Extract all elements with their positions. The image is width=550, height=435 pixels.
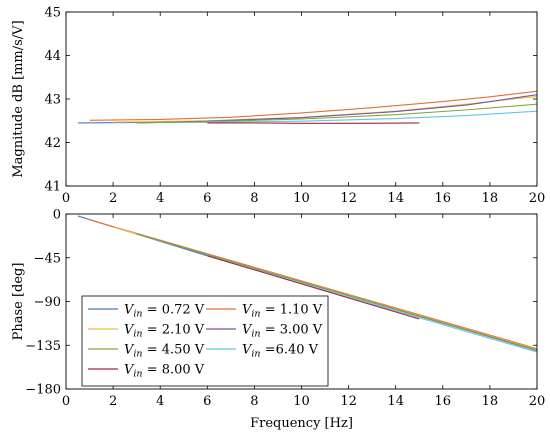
x-tick-label: 12 [340, 191, 357, 206]
series-line-2 [89, 219, 537, 350]
series-group [77, 215, 537, 353]
x-tick-label: 2 [109, 191, 117, 206]
x-tick-label: 8 [250, 394, 258, 409]
x-tick-label: 0 [62, 394, 70, 409]
x-tick-label: 8 [250, 191, 258, 206]
x-axis-title: Frequency [Hz] [250, 416, 353, 431]
y-tick-label: 42 [44, 136, 61, 151]
legend-label: Vin = 2.10 V [124, 323, 205, 340]
series-line-7 [207, 255, 420, 320]
y-tick-label: 44 [44, 49, 61, 64]
y-tick-label: −135 [25, 339, 61, 354]
x-tick-label: 18 [482, 191, 499, 206]
y-tick-label: −90 [34, 295, 61, 310]
x-tick-label: 16 [435, 394, 452, 409]
y-tick-label: 45 [44, 6, 61, 21]
legend-box [81, 295, 329, 387]
legend-label: Vin =6.40 V [242, 343, 319, 360]
x-tick-label: 10 [293, 191, 310, 206]
x-tick-label: 10 [293, 394, 310, 409]
x-tick-label: 12 [340, 394, 357, 409]
x-tick-label: 20 [529, 394, 546, 409]
phase-panel: 0 2 4 6 8 10 12 14 16 18 20 0 −45 −90 −135 −180 Phase [d… [11, 208, 545, 432]
x-tick-label: 4 [156, 191, 164, 206]
x-tick-label: 18 [482, 394, 499, 409]
series-line-5 [136, 103, 537, 124]
y-tick-label: −180 [25, 383, 61, 398]
x-tick-label: 20 [529, 191, 546, 206]
x-tick-label: 14 [387, 191, 404, 206]
x-tick-label: 4 [156, 394, 164, 409]
legend-label: Vin = 4.50 V [124, 343, 205, 360]
legend-label: Vin = 8.00 V [124, 363, 205, 380]
y-axis-title: Magnitude dB [mm/s/V] [11, 20, 26, 177]
y-tick-label: 41 [44, 180, 61, 195]
x-tick-label: 6 [203, 394, 211, 409]
legend-label: Vin = 0.72 V [124, 303, 205, 320]
y-axis-title: Phase [deg] [11, 263, 26, 341]
x-tick-label: 16 [435, 191, 452, 206]
series-line-5 [136, 233, 537, 351]
series-group [77, 90, 537, 124]
x-tick-label: 6 [203, 191, 211, 206]
x-tick-label: 14 [387, 394, 404, 409]
legend: Vin = 0.72 V Vin = 1.10 V Vin = 2.10 V Vin … [81, 295, 329, 387]
magnitude-panel: 0 2 4 6 8 10 12 14 16 18 20 41 42 43 44 45 Magnitude dB … [11, 6, 545, 207]
x-tick-label: 2 [109, 394, 117, 409]
series-line-6 [207, 110, 537, 123]
legend-label: Vin = 1.10 V [242, 303, 323, 320]
y-tick-label: −45 [34, 251, 61, 266]
series-line-2 [89, 90, 537, 121]
y-tick-label: 43 [44, 93, 61, 108]
y-tick-label: 0 [53, 208, 61, 223]
x-tick-label: 0 [62, 191, 70, 206]
legend-label: Vin = 3.00 V [242, 323, 323, 340]
